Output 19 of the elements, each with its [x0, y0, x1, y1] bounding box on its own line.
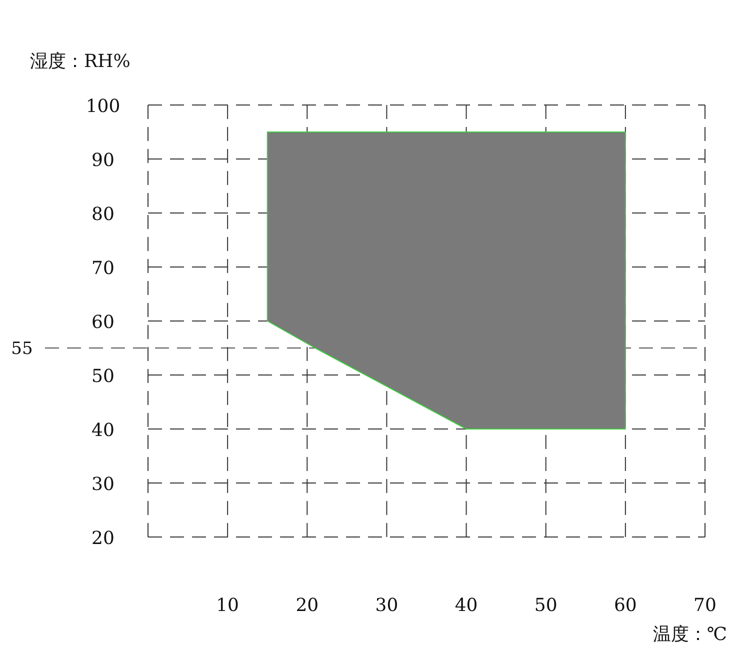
x-tick-label: 10	[216, 595, 240, 616]
y-tick-label: 70	[92, 258, 114, 279]
x-tick-label: 60	[614, 595, 637, 616]
y-tick-label: 100	[86, 96, 120, 117]
x-tick-label: 30	[375, 595, 398, 616]
ref-line-label: 55	[11, 339, 33, 359]
x-axis-title: 温度：℃	[652, 624, 727, 645]
x-tick-label: 50	[534, 595, 558, 616]
y-tick-label: 80	[92, 204, 114, 225]
y-tick-label: 20	[92, 528, 114, 549]
y-tick-label: 60	[92, 312, 114, 333]
y-tick-label: 30	[92, 474, 114, 495]
x-tick-label: 40	[454, 595, 478, 616]
y-tick-label: 50	[92, 366, 114, 387]
x-tick-label: 20	[296, 595, 319, 616]
y-tick-label: 90	[92, 150, 114, 171]
x-tick-label: 70	[694, 595, 716, 616]
y-axis-title: 湿度：RH%	[30, 51, 130, 72]
y-tick-label: 40	[92, 420, 114, 441]
